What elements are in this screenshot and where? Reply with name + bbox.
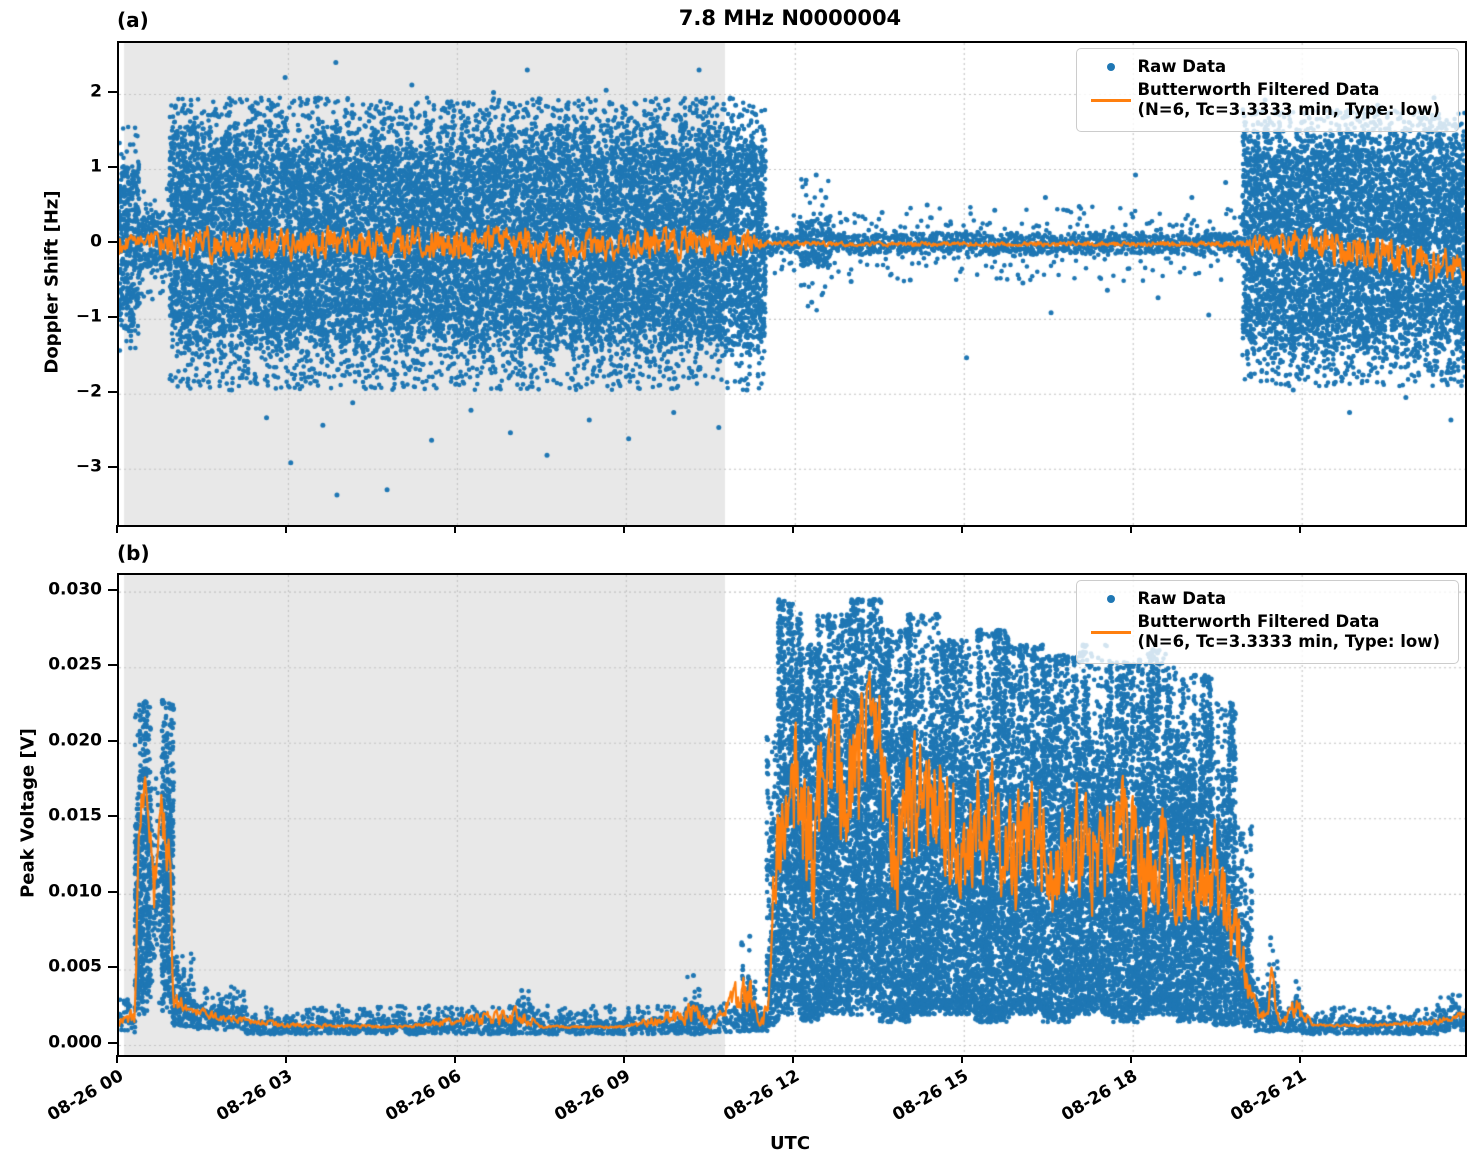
panel-b-ytick: 0.025 <box>48 654 102 675</box>
panel-b-label: (b) <box>117 541 150 565</box>
x-axis-tick: 08-26 03 <box>213 1066 296 1126</box>
panel-b-ytick: 0.030 <box>48 579 102 600</box>
panel-a-ytick: 1 <box>90 156 102 177</box>
raw-data-marker-icon <box>1107 595 1116 604</box>
x-axis-tick: 08-26 15 <box>889 1066 972 1126</box>
panel-b-plot: Raw Data Butterworth Filtered Data (N=6,… <box>117 573 1467 1057</box>
panel-a-ytick: −3 <box>75 456 102 477</box>
filtered-line-swatch-icon <box>1091 98 1132 102</box>
panel-a-ytick: −1 <box>75 306 102 327</box>
x-axis-title: UTC <box>769 1133 811 1154</box>
x-axis-tick: 08-26 12 <box>720 1066 803 1126</box>
x-axis-tick: 08-26 21 <box>1226 1066 1310 1126</box>
legend-filtered-label: Butterworth Filtered Data <box>1137 79 1380 99</box>
x-axis-tick: 08-26 09 <box>551 1066 634 1126</box>
legend-filtered-params: (N=6, Tc=3.3333 min, Type: low) <box>1137 100 1440 120</box>
filtered-line-swatch-icon <box>1091 630 1132 634</box>
panel-b-ytick: 0.000 <box>48 1032 102 1053</box>
panel-a-ytick: 2 <box>90 81 102 102</box>
panel-b-legend: Raw Data Butterworth Filtered Data (N=6,… <box>1076 580 1459 664</box>
legend-raw-label: Raw Data <box>1137 57 1227 76</box>
panel-a-ytick: 0 <box>90 231 102 252</box>
panel-a-label: (a) <box>117 8 149 32</box>
panel-b-ytick: 0.005 <box>48 957 102 978</box>
raw-data-marker-icon <box>1107 63 1116 72</box>
legend-filtered-params: (N=6, Tc=3.3333 min, Type: low) <box>1137 632 1440 652</box>
legend-filtered-label: Butterworth Filtered Data <box>1137 611 1380 631</box>
legend-raw-label: Raw Data <box>1137 589 1227 608</box>
x-axis-tick: 08-26 06 <box>382 1066 465 1126</box>
x-axis-tick: 08-26 18 <box>1058 1066 1141 1126</box>
panel-a-plot: Raw Data Butterworth Filtered Data (N=6,… <box>117 41 1467 527</box>
panel-a-legend: Raw Data Butterworth Filtered Data (N=6,… <box>1076 48 1459 132</box>
x-axis-tick: 08-26 00 <box>44 1066 127 1126</box>
panel-a-ylabel: Doppler Shift [Hz] <box>41 190 63 374</box>
panel-b-ytick: 0.010 <box>48 881 102 902</box>
figure-title: 7.8 MHz N0000004 <box>678 6 902 30</box>
panel-b-ytick: 0.020 <box>48 730 102 751</box>
panel-a-ytick: −2 <box>75 381 102 402</box>
panel-b-ytick: 0.015 <box>48 805 102 826</box>
